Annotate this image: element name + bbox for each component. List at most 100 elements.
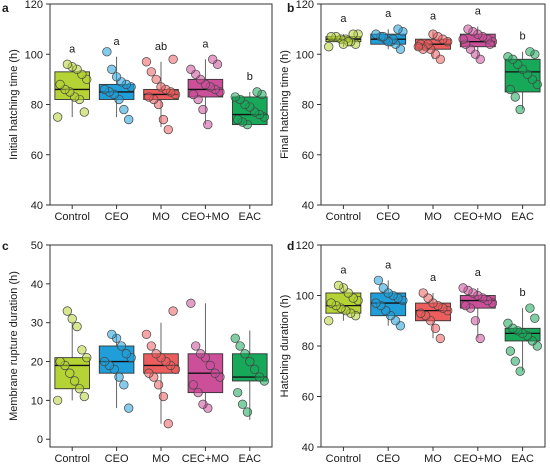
- data-point: [156, 82, 166, 92]
- data-point: [116, 341, 127, 351]
- data-point: [510, 356, 520, 366]
- data-point: [485, 39, 495, 49]
- box-eac: b: [503, 287, 542, 376]
- box-mo: a: [415, 272, 453, 344]
- data-point: [79, 107, 89, 117]
- data-point: [198, 104, 208, 115]
- data-point: [151, 74, 161, 85]
- x-tick-label: EAC: [511, 453, 534, 465]
- data-point: [430, 323, 441, 333]
- data-point: [79, 391, 89, 402]
- data-point: [158, 391, 169, 402]
- significance-letter: a: [475, 6, 482, 18]
- box-ceo: [98, 329, 136, 413]
- data-point: [252, 87, 262, 97]
- y-tick-label: 80: [302, 341, 314, 353]
- data-point: [186, 298, 196, 308]
- significance-letter: a: [385, 8, 392, 20]
- panel-a: a Initial hatching time (h) 40 60 80 100 120 Co…: [2, 0, 273, 223]
- data-point: [124, 114, 134, 125]
- data-point: [510, 92, 520, 102]
- box-ceo-mo: [186, 298, 225, 413]
- box-ceo-mo: a: [186, 38, 225, 130]
- y-tick-label: 40: [302, 442, 314, 454]
- box-ceo: a: [370, 8, 408, 54]
- data-point: [324, 316, 334, 326]
- data-point: [168, 54, 178, 64]
- data-point: [475, 333, 485, 344]
- y-tick-label: 120: [25, 0, 43, 11]
- significance-letter: a: [430, 272, 437, 284]
- data-point: [99, 84, 110, 95]
- data-point: [230, 333, 240, 343]
- data-point: [74, 384, 85, 394]
- data-point: [203, 119, 213, 130]
- significance-letter: a: [475, 267, 482, 279]
- data-point: [53, 395, 63, 406]
- significance-letter: b: [520, 287, 526, 299]
- y-tick-label: 60: [31, 150, 43, 162]
- data-point: [119, 380, 129, 390]
- data-point: [205, 360, 215, 371]
- significance-letter: a: [385, 259, 392, 271]
- data-point: [210, 368, 220, 378]
- panel-c: c Membrane rupture duration (h) 0 10 20 30 40 5…: [2, 239, 273, 465]
- box-mo: [141, 306, 181, 429]
- y-axis-label: Final hatching time (h): [279, 50, 291, 159]
- data-point: [72, 321, 82, 332]
- data-point: [371, 298, 381, 308]
- data-point: [151, 349, 161, 359]
- data-point: [163, 124, 173, 135]
- box-control: a: [53, 43, 92, 122]
- data-point: [413, 42, 423, 52]
- data-point: [503, 52, 513, 62]
- x-tick-label: Control: [326, 453, 361, 465]
- data-point: [418, 288, 428, 298]
- y-tick-label: 40: [31, 279, 43, 291]
- data-point: [338, 39, 349, 49]
- data-point: [195, 349, 206, 359]
- data-point: [111, 72, 122, 82]
- data-point: [326, 32, 336, 42]
- box-control: a: [324, 264, 363, 326]
- panel-d: d Hatching duration (h) 40 60 80 100 120 Contro…: [279, 239, 546, 465]
- data-point: [428, 29, 438, 39]
- data-point: [525, 47, 535, 57]
- y-tick-label: 0: [37, 434, 43, 446]
- data-point: [124, 403, 134, 413]
- data-point: [515, 104, 525, 115]
- data-point: [373, 275, 384, 286]
- data-point: [153, 380, 164, 390]
- y-tick-label: 10: [31, 395, 43, 407]
- x-tick-label: CEO: [105, 211, 129, 223]
- data-point: [463, 24, 473, 34]
- data-point: [326, 298, 336, 308]
- y-tick-label: 40: [302, 200, 314, 212]
- data-point: [107, 329, 117, 339]
- x-tick-label: Control: [54, 211, 89, 223]
- data-point: [146, 341, 156, 351]
- data-point: [230, 92, 240, 102]
- box-control: a: [324, 13, 363, 52]
- y-tick-label: 100: [296, 291, 314, 303]
- data-point: [53, 112, 63, 122]
- panel-label-b: b: [287, 1, 294, 15]
- y-tick-label: 80: [302, 100, 314, 112]
- data-point: [168, 306, 178, 316]
- data-point: [505, 84, 516, 95]
- x-tick-label: EAC: [238, 453, 261, 465]
- y-axis-label: Initial hatching time (h): [8, 49, 20, 160]
- y-tick-label: 120: [296, 0, 314, 11]
- significance-letter: a: [202, 38, 209, 50]
- significance-letter: a: [340, 264, 347, 276]
- data-point: [119, 104, 129, 115]
- panel-label-a: a: [2, 1, 9, 15]
- y-tick-label: 50: [31, 240, 43, 252]
- panel-b: b Final hatching time (h) 40 60 80 100 120 Cont…: [279, 0, 546, 223]
- plot-frame: [49, 3, 273, 206]
- data-point: [333, 280, 344, 291]
- x-tick-label: CEO+MO: [454, 211, 502, 223]
- x-tick-label: Control: [54, 453, 89, 465]
